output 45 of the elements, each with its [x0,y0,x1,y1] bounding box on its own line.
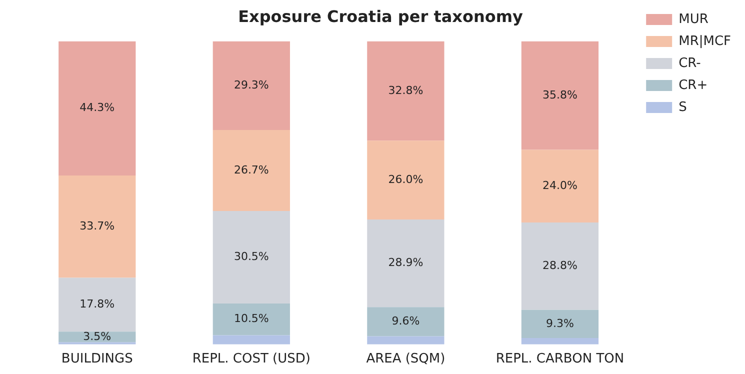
legend-label: S [678,100,687,115]
legend-label: CR- [678,56,702,71]
bar [367,140,444,220]
bar [58,332,136,342]
bar [58,278,136,332]
legend-label: MR|MCF [678,34,732,49]
data-label: 28.9% [388,256,424,270]
bar [58,41,136,176]
data-label: 28.8% [542,259,578,272]
bar [58,176,136,278]
data-label: 26.7% [234,163,269,176]
bar [212,130,290,211]
data-label: 24.0% [542,178,578,192]
bar [367,336,444,344]
data-label: 32.8% [388,84,424,97]
legend-label: CR+ [678,78,708,93]
bar [212,303,290,336]
x-tick-label: REPL. CARBON TON [496,352,624,367]
legend-label: MUR [678,12,708,27]
bar [521,41,599,150]
data-label: 35.8% [542,88,578,102]
bar [212,210,290,304]
bar [521,310,599,338]
data-label: 30.5% [234,250,269,264]
data-label: 17.8% [80,298,115,311]
bar [521,150,599,223]
bar [367,219,444,308]
x-tick-label: BUILDINGS [61,352,133,367]
bar [521,338,599,344]
data-label: 9.6% [392,314,420,328]
data-label: 26.0% [388,172,424,186]
bar [367,307,444,336]
bar [521,222,599,310]
x-tick-label: AREA (SQM) [366,352,446,367]
data-label: 33.7% [80,219,115,232]
data-label: 9.3% [546,316,574,330]
bar [367,41,444,141]
data-label: 3.5% [83,330,112,343]
x-tick-label: REPL. COST (USD) [192,352,310,367]
data-label: 29.3% [234,78,269,92]
bar [212,335,290,344]
data-label: 10.5% [234,312,269,326]
chart-title: Exposure Croatia per taxonomy [238,6,524,26]
data-label: 44.3% [80,101,115,114]
bar [212,41,290,130]
